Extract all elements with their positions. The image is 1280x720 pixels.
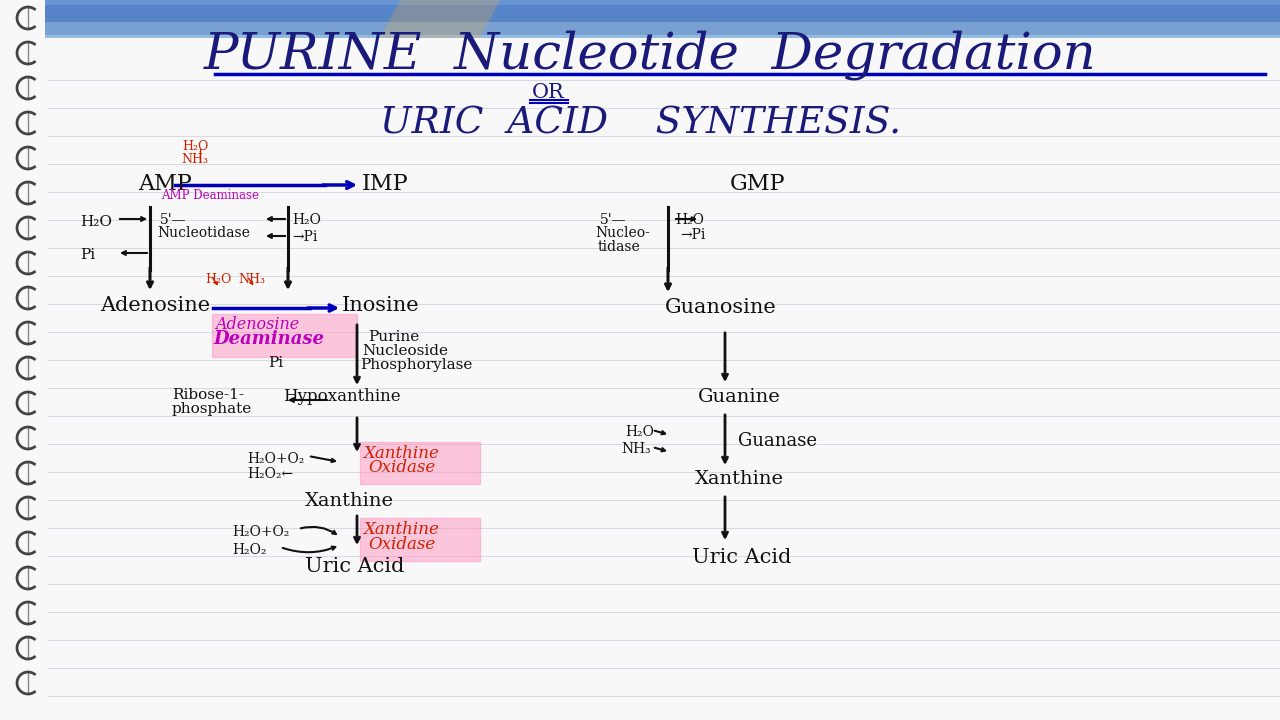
Polygon shape xyxy=(45,0,1280,38)
Text: OR: OR xyxy=(531,83,564,102)
Bar xyxy=(360,518,480,561)
Text: H₂O+O₂: H₂O+O₂ xyxy=(232,525,289,539)
Text: Uric Acid: Uric Acid xyxy=(305,557,404,576)
Text: IMP: IMP xyxy=(362,173,408,195)
Text: H₂O₂: H₂O₂ xyxy=(232,543,266,557)
Text: H₂O+O₂: H₂O+O₂ xyxy=(247,452,305,466)
Text: H₂O: H₂O xyxy=(79,215,113,229)
Text: Adenosine: Adenosine xyxy=(215,316,300,333)
Text: phosphate: phosphate xyxy=(172,402,252,416)
Text: →Pi: →Pi xyxy=(680,228,705,242)
Text: Oxidase: Oxidase xyxy=(369,536,435,553)
Text: Adenosine: Adenosine xyxy=(100,296,210,315)
Text: H₂O: H₂O xyxy=(625,425,654,439)
Text: Oxidase: Oxidase xyxy=(369,459,435,476)
Text: H₂O: H₂O xyxy=(292,213,321,227)
Text: tidase: tidase xyxy=(598,240,641,254)
Text: H₂O: H₂O xyxy=(182,140,209,153)
Text: Nucleotidase: Nucleotidase xyxy=(157,226,250,240)
Text: Pi: Pi xyxy=(268,356,283,370)
Text: Hypoxanthine: Hypoxanthine xyxy=(283,388,401,405)
Text: Xanthine: Xanthine xyxy=(695,470,783,488)
Text: 5'—: 5'— xyxy=(160,213,187,227)
Polygon shape xyxy=(380,0,500,38)
Text: Deaminase: Deaminase xyxy=(212,330,324,348)
Text: NH₃: NH₃ xyxy=(621,442,650,456)
Text: H₂O: H₂O xyxy=(675,213,704,227)
Text: NH₃: NH₃ xyxy=(238,273,265,286)
Text: Ribose-1-: Ribose-1- xyxy=(172,388,244,402)
Text: Guanosine: Guanosine xyxy=(666,298,777,317)
Text: Pi: Pi xyxy=(79,248,95,262)
Text: Uric Acid: Uric Acid xyxy=(692,548,791,567)
Text: →Pi: →Pi xyxy=(292,230,317,244)
Text: NH₃: NH₃ xyxy=(182,153,209,166)
Text: H₂O₂←: H₂O₂← xyxy=(247,467,293,481)
Bar xyxy=(360,442,480,484)
Text: Xanthine: Xanthine xyxy=(364,521,439,538)
Text: URIC  ACID    SYNTHESIS.: URIC ACID SYNTHESIS. xyxy=(379,105,901,141)
Text: GMP: GMP xyxy=(730,173,786,195)
Polygon shape xyxy=(45,5,1280,35)
Text: 5'—: 5'— xyxy=(600,213,626,227)
Polygon shape xyxy=(45,0,1280,22)
Bar xyxy=(212,314,357,357)
Text: H₂O: H₂O xyxy=(205,273,232,286)
Text: Xanthine: Xanthine xyxy=(364,445,439,462)
Text: Guanine: Guanine xyxy=(698,388,781,406)
Text: PURINE  Nucleotide  Degradation: PURINE Nucleotide Degradation xyxy=(204,30,1097,80)
Text: Nucleoside: Nucleoside xyxy=(362,344,448,358)
Text: Purine: Purine xyxy=(369,330,420,344)
Text: Inosine: Inosine xyxy=(342,296,420,315)
Text: AMP: AMP xyxy=(138,173,192,195)
Polygon shape xyxy=(45,0,1280,15)
Text: Phosphorylase: Phosphorylase xyxy=(360,358,472,372)
Text: AMP Deaminase: AMP Deaminase xyxy=(161,189,259,202)
Text: Nucleo-: Nucleo- xyxy=(595,226,650,240)
Text: Guanase: Guanase xyxy=(739,432,817,450)
Text: Xanthine: Xanthine xyxy=(305,492,394,510)
